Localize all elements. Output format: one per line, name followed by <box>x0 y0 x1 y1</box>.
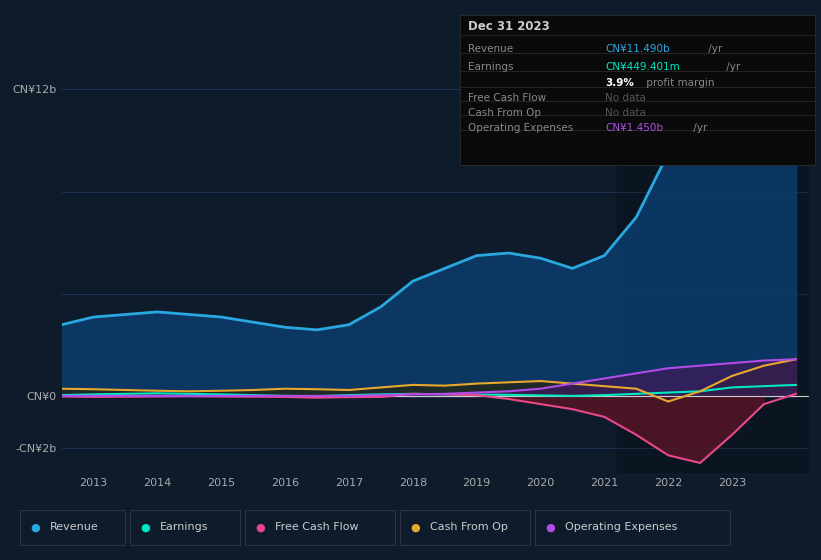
Text: ●: ● <box>545 522 555 533</box>
Text: Cash From Op: Cash From Op <box>468 108 541 118</box>
Text: CN¥449.401m: CN¥449.401m <box>605 62 680 72</box>
Text: Earnings: Earnings <box>468 62 513 72</box>
Text: Earnings: Earnings <box>160 522 209 533</box>
Text: 3.9%: 3.9% <box>605 78 634 88</box>
Text: Revenue: Revenue <box>50 522 99 533</box>
Bar <box>617 25 809 473</box>
Text: ●: ● <box>30 522 39 533</box>
Text: /yr: /yr <box>723 62 741 72</box>
Text: /yr: /yr <box>705 44 722 54</box>
Text: Revenue: Revenue <box>468 44 513 54</box>
Text: profit margin: profit margin <box>643 78 714 88</box>
Text: Operating Expenses: Operating Expenses <box>565 522 677 533</box>
Text: Cash From Op: Cash From Op <box>430 522 508 533</box>
Text: No data: No data <box>605 93 646 103</box>
Text: Dec 31 2023: Dec 31 2023 <box>468 20 550 33</box>
Text: ●: ● <box>140 522 149 533</box>
Text: Operating Expenses: Operating Expenses <box>468 123 573 133</box>
Text: /yr: /yr <box>690 123 707 133</box>
Text: Free Cash Flow: Free Cash Flow <box>275 522 359 533</box>
Text: ●: ● <box>410 522 420 533</box>
Text: ●: ● <box>255 522 264 533</box>
Text: No data: No data <box>605 108 646 118</box>
Text: CN¥1.450b: CN¥1.450b <box>605 123 663 133</box>
Text: Free Cash Flow: Free Cash Flow <box>468 93 546 103</box>
Text: CN¥11.490b: CN¥11.490b <box>605 44 670 54</box>
